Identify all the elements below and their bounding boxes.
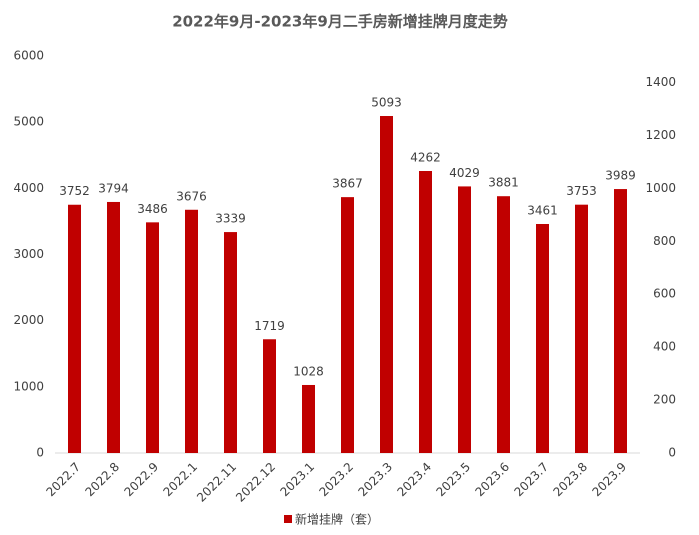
bar [302, 384, 315, 453]
value-label: 3752 [59, 184, 90, 198]
x-tick-label: 2023.9 [589, 460, 629, 500]
value-label: 4262 [410, 150, 441, 164]
bar [107, 201, 120, 453]
x-tick-label: 2022.7 [43, 460, 83, 500]
y-tick-label: 5000 [13, 115, 44, 129]
y2-tick-label: 400 [653, 340, 676, 354]
x-tick-label: 2023.2 [316, 460, 356, 500]
value-label: 1028 [293, 364, 324, 378]
x-tick-label: 2022.12 [233, 460, 278, 505]
bar [575, 204, 588, 453]
y-tick-label: 4000 [13, 181, 44, 195]
bar [614, 189, 627, 454]
value-label: 3461 [527, 203, 558, 217]
bar [224, 232, 237, 453]
value-label: 3881 [488, 176, 519, 190]
value-label: 3753 [566, 184, 597, 198]
x-tick-label: 2023.1 [277, 460, 317, 500]
bar [68, 204, 81, 453]
bar [263, 339, 276, 453]
value-label: 3486 [137, 202, 168, 216]
value-label: 3867 [332, 177, 363, 191]
y-tick-label: 2000 [13, 313, 44, 327]
value-label: 3676 [176, 189, 207, 203]
bar [458, 186, 471, 454]
y-tick-label: 0 [36, 446, 44, 460]
bar [185, 209, 198, 453]
y2-tick-label: 1000 [645, 181, 676, 195]
bar [146, 222, 159, 453]
y2-tick-label: 600 [653, 287, 676, 301]
value-label: 1719 [254, 319, 285, 333]
value-label: 4029 [449, 166, 480, 180]
chart-title: 2022年9月-2023年9月二手房新增挂牌月度走势 [172, 13, 508, 31]
y2-tick-label: 1400 [645, 75, 676, 89]
bar [341, 197, 354, 453]
x-tick-label: 2023.6 [472, 460, 512, 500]
value-label: 3989 [605, 169, 636, 183]
x-tick-label: 2023.5 [433, 460, 473, 500]
y2-tick-label: 0 [668, 446, 676, 460]
value-label: 3794 [98, 181, 129, 195]
value-label: 5093 [371, 96, 402, 110]
y2-tick-label: 200 [653, 393, 676, 407]
bar [497, 196, 510, 454]
x-tick-label: 2022.9 [121, 460, 161, 500]
x-tick-label: 2022.8 [82, 460, 122, 500]
y-tick-label: 3000 [13, 247, 44, 261]
value-label: 3339 [215, 212, 246, 226]
legend-swatch [284, 515, 292, 523]
y-tick-label: 6000 [13, 49, 44, 63]
bar [536, 223, 549, 453]
legend-label: 新增挂牌（套） [295, 512, 379, 527]
y2-tick-label: 1200 [645, 128, 676, 142]
x-tick-label: 2023.3 [355, 460, 395, 500]
x-tick-label: 2023.8 [550, 460, 590, 500]
y-tick-label: 1000 [13, 379, 44, 393]
bar [380, 116, 393, 453]
x-tick-label: 2023.7 [511, 460, 551, 500]
x-tick-label: 2023.4 [394, 460, 434, 500]
y2-tick-label: 800 [653, 234, 676, 248]
bar [419, 170, 432, 453]
x-tick-label: 2022.11 [194, 460, 239, 505]
